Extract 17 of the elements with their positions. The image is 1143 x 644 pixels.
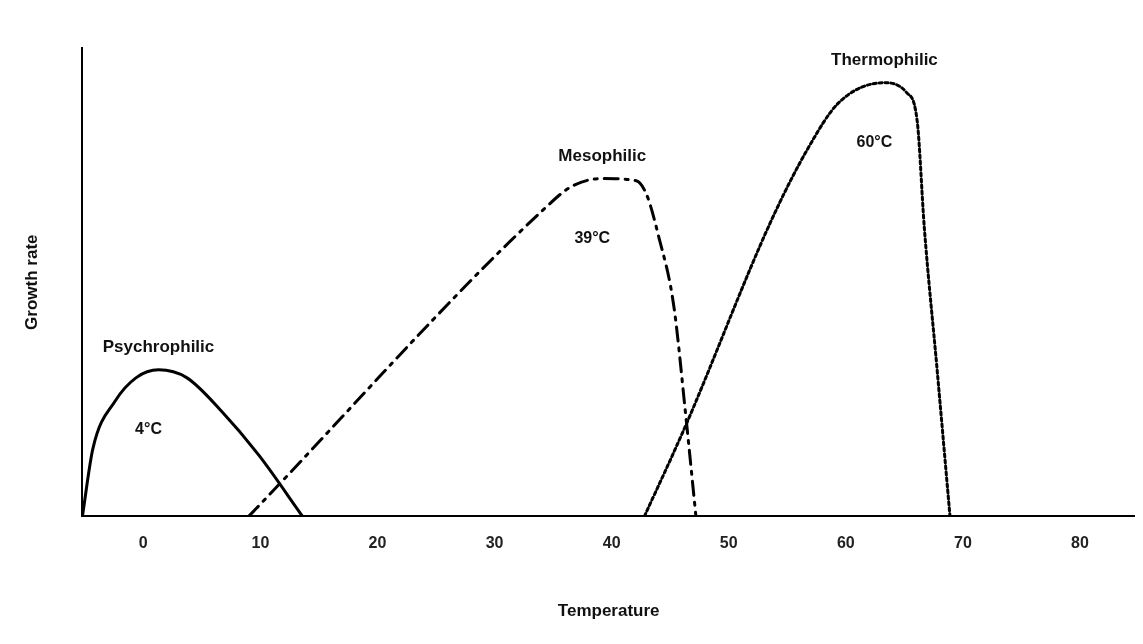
y-axis-title: Growth rate xyxy=(21,234,41,330)
series-label: Thermophilic xyxy=(831,49,938,69)
x-tick-label: 60 xyxy=(836,534,855,552)
annotation: 4°C xyxy=(135,420,163,438)
series-label: Mesophilic xyxy=(558,145,647,165)
x-tick-label: 70 xyxy=(953,534,972,552)
x-tick-label: 20 xyxy=(368,534,387,552)
x-tick-label: 10 xyxy=(251,534,270,552)
series-label: Psychrophilic xyxy=(102,337,215,356)
x-tick-label: 40 xyxy=(602,534,621,552)
x-tick-label: 80 xyxy=(1071,534,1089,552)
annotation: 60°C xyxy=(856,133,893,151)
x-tick-label: 50 xyxy=(719,534,738,552)
x-tick-label: 30 xyxy=(485,534,504,552)
x-axis-title: Temperature xyxy=(557,601,660,621)
x-tick-label: 0 xyxy=(138,534,148,552)
annotation: 39°C xyxy=(574,228,611,246)
